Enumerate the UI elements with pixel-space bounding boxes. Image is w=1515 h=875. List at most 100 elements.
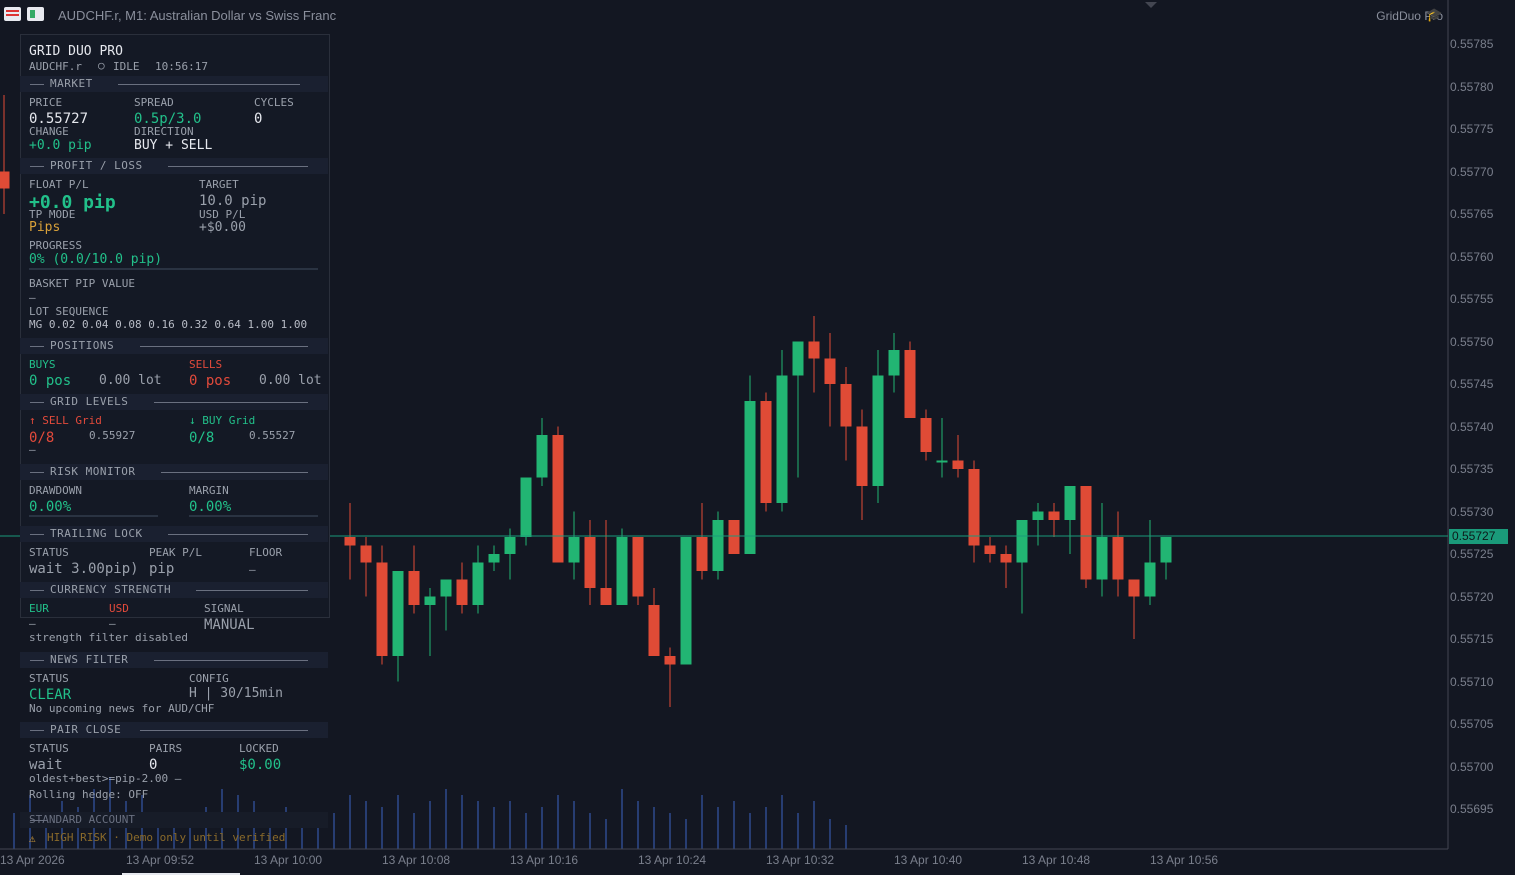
float-pl-value: +0.0 pip	[29, 192, 116, 213]
candle	[392, 571, 404, 682]
candle	[648, 588, 660, 656]
margin-value: 0.00%	[189, 499, 232, 515]
candle	[520, 477, 532, 546]
news-config-label: CONFIG	[189, 672, 229, 685]
time-tick-label: 13 Apr 2026	[0, 853, 65, 867]
signal-value: MANUAL	[204, 617, 255, 633]
candle	[0, 95, 10, 214]
candle	[1064, 486, 1076, 554]
section-pair-close: PAIR CLOSE	[20, 722, 328, 738]
sells-pos: 0 pos	[189, 373, 232, 389]
news-status-value: CLEAR	[29, 687, 72, 703]
candle	[552, 426, 564, 563]
price-tick-label: 0.55755	[1450, 292, 1494, 306]
candle	[856, 409, 868, 520]
floor-value: –	[249, 563, 256, 576]
eur-label: EUR	[29, 602, 49, 615]
basket-pip-value: –	[29, 291, 36, 304]
candle	[376, 545, 388, 665]
section-news-filter: NEWS FILTER	[20, 652, 328, 668]
chart-list-icon[interactable]	[4, 7, 21, 21]
price-tick-label: 0.55720	[1450, 589, 1494, 604]
section-market: MARKET	[20, 76, 328, 92]
strength-note: strength filter disabled	[29, 631, 188, 644]
peak-pl-label: PEAK P/L	[149, 546, 202, 559]
candle	[984, 537, 996, 563]
time-tick-label: 13 Apr 10:40	[894, 853, 963, 867]
candle	[1144, 520, 1156, 605]
candle	[728, 520, 740, 554]
section-trailing-lock: TRAILING LOCK	[20, 526, 328, 542]
candle	[872, 350, 884, 503]
dashboard-panel	[20, 34, 330, 618]
pair-status-label: STATUS	[29, 742, 69, 755]
news-config-value: H | 30/15min	[189, 686, 283, 701]
chart-shift-marker-icon[interactable]	[1145, 2, 1157, 8]
price-tick-label: 0.55705	[1450, 717, 1494, 731]
tp-mode-value: Pips	[29, 220, 61, 235]
candle	[712, 511, 724, 580]
section-profit-loss: PROFIT / LOSS	[20, 158, 328, 174]
candle	[664, 647, 676, 707]
margin-bar	[189, 515, 318, 517]
candles	[0, 95, 1172, 707]
scrollbar-thumb[interactable]	[122, 873, 240, 875]
candle	[568, 511, 580, 580]
panel-symbol: AUDCHF.r	[29, 60, 82, 73]
news-note: No upcoming news for AUD/CHF	[29, 702, 215, 715]
price-tick-label: 0.55785	[1450, 37, 1494, 51]
sells-lot: 0.00 lot	[259, 373, 322, 388]
candle	[808, 316, 820, 393]
candle	[904, 341, 916, 418]
price-value: 0.55727	[29, 111, 89, 127]
candle	[536, 418, 548, 486]
price-tick-label: 0.55730	[1450, 504, 1494, 519]
price-tick-label: 0.55750	[1450, 334, 1494, 349]
locked-value: $0.00	[239, 757, 282, 773]
rolling-hedge: Rolling hedge: OFF	[29, 788, 149, 801]
circle-icon: ○	[98, 59, 105, 72]
time-tick-label: 13 Apr 10:48	[1022, 853, 1091, 867]
price-tick-label: 0.55735	[1450, 462, 1494, 476]
candle	[440, 579, 452, 631]
candle	[680, 537, 692, 665]
usd-label: USD	[109, 602, 129, 615]
basket-pip-label: BASKET PIP VALUE	[29, 277, 135, 290]
section-positions: POSITIONS	[20, 338, 328, 354]
locked-label: LOCKED	[239, 742, 279, 755]
chart-title-bar: AUDCHF.r, M1: Australian Dollar vs Swiss…	[0, 0, 1448, 32]
candle	[504, 528, 516, 580]
candle	[1160, 537, 1172, 580]
panel-title: GRID DUO PRO	[29, 44, 123, 59]
pair-status-value: wait	[29, 757, 63, 773]
buy-grid-count: 0/8	[189, 430, 215, 446]
candle	[840, 367, 852, 461]
direction-value: BUY + SELL	[134, 138, 213, 153]
sell-grid-count: 0/8	[29, 430, 55, 446]
spread-label: SPREAD	[134, 96, 174, 109]
time-tick-label: 13 Apr 10:16	[510, 853, 579, 867]
tp-mode-label: TP MODE	[29, 208, 76, 221]
trailing-status-label: STATUS	[29, 546, 69, 559]
candle	[456, 562, 468, 614]
candle	[1096, 503, 1108, 597]
candle	[696, 503, 708, 580]
price-tick-label: 0.55745	[1450, 377, 1494, 391]
time-tick-label: 13 Apr 10:56	[1150, 853, 1219, 867]
sell-grid-sub: –	[29, 443, 36, 456]
candle	[600, 520, 612, 605]
candle	[888, 333, 900, 393]
candle	[1032, 503, 1044, 546]
time-tick-label: 13 Apr 10:32	[766, 853, 835, 867]
candle	[1112, 511, 1124, 597]
buy-grid-label: ↓ BUY Grid	[189, 414, 256, 427]
graduation-cap-icon[interactable]: 🎓	[1426, 8, 1443, 23]
candle	[792, 341, 804, 478]
candle	[344, 503, 356, 580]
candle	[776, 350, 788, 512]
section-risk-monitor: RISK MONITOR	[20, 464, 328, 480]
usd-pl-label: USD P/L	[199, 208, 246, 221]
buys-lot: 0.00 lot	[99, 373, 162, 388]
chart-shift-icon[interactable]	[27, 7, 44, 21]
